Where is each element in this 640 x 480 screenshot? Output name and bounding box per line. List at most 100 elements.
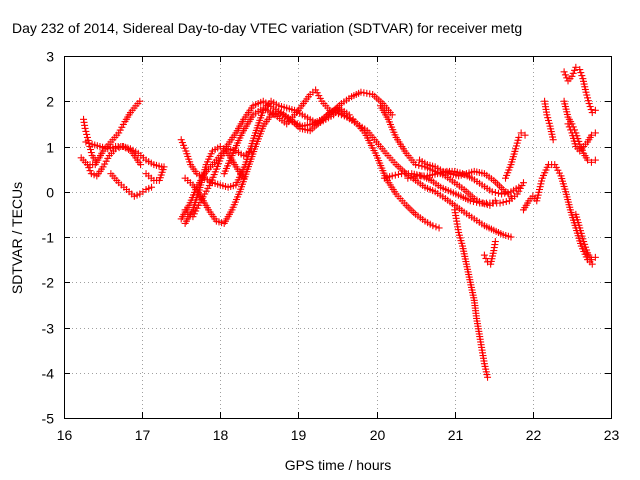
data-point-fill [410,173,418,181]
data-point [507,192,515,200]
data-point [515,183,523,191]
y-tick-label: -1 [42,230,55,246]
data-point [435,224,443,232]
y-tick-label: -4 [42,366,55,382]
data-point [576,66,584,74]
data-point-fill [391,171,399,179]
data-point [480,251,488,259]
data-point [496,199,504,207]
x-tick-label: 23 [604,427,620,443]
data-point-fill [491,189,499,197]
data-point [521,131,529,139]
y-tick-label: -3 [42,321,55,337]
data-point [412,161,420,169]
data-point-fill [578,146,586,154]
data-point-fill [329,107,337,115]
data-point-fill [563,74,571,82]
data-point [576,140,584,148]
data-point-fill [407,173,415,181]
data-point-fill [87,149,95,157]
data-point [491,238,499,246]
data-point [519,179,527,187]
data-point-fill [577,69,585,77]
data-point-fill [360,89,368,97]
data-point [515,133,523,141]
data-point-fill [561,71,569,79]
y-tick-label: -5 [42,411,55,427]
data-point-fill [415,161,423,169]
data-point-fill [86,167,94,175]
data-point-fill [494,189,502,197]
data-point [429,222,437,230]
data-point-fill [501,189,509,197]
plot-frame [64,56,612,419]
grid-lines [64,56,611,418]
y-tick-label: 1 [46,140,54,156]
data-point [137,161,145,169]
data-point-fill [586,103,594,111]
data-point-fill [569,123,577,131]
data-point-fill [577,143,585,151]
data-point [82,138,90,146]
data-point [585,100,593,108]
data-point-fill [85,164,93,172]
data-point [517,129,525,137]
data-point [248,147,256,155]
data-point [568,72,576,80]
y-tick-label: 3 [46,49,54,65]
data-point [83,133,91,141]
x-axis-label: GPS time / hours [285,457,392,473]
x-tick-label: 18 [213,427,229,443]
data-point-fill [495,182,503,190]
data-point [591,156,599,164]
data-point [488,188,496,196]
data-points [77,63,599,381]
chart-title: Day 232 of 2014, Sidereal Day-to-day VTE… [12,20,522,36]
x-tick-label: 16 [57,427,73,443]
data-point [466,197,474,205]
y-tick-label: -2 [42,275,55,291]
data-point-fill [406,205,414,213]
data-point-fill [492,178,500,186]
y-axis-label: SDTVAR / TECUs [9,182,25,294]
data-point [560,68,568,76]
data-point-fill [502,198,510,206]
data-point-fill [482,254,490,262]
data-point [588,260,596,268]
x-tick-label: 21 [448,427,464,443]
data-point [388,172,396,180]
y-tick-label: 0 [46,185,54,201]
x-tick-label: 17 [135,427,151,443]
data-point-fill [410,209,418,217]
data-point [549,136,557,144]
data-point [240,174,248,182]
data-point-fill [115,144,123,152]
data-point [136,97,144,105]
data-point-fill [499,198,507,206]
data-point [160,163,168,171]
data-point [587,158,595,166]
data-point [584,156,592,164]
data-point [112,145,120,153]
data-point [572,63,580,71]
data-point [591,106,599,114]
data-point [498,190,506,198]
data-point-fill [363,89,371,97]
data-point [148,183,156,191]
data-point [587,256,595,264]
data-point-fill [394,170,402,178]
data-point [587,131,595,139]
y-tick-label: 2 [46,94,54,110]
data-point-fill [571,126,579,134]
data-point-fill [85,139,93,147]
data-point-fill [578,72,586,80]
data-point [326,106,334,114]
data-point-fill [404,203,412,211]
data-point [357,88,365,96]
data-point [507,233,515,241]
x-tick-label: 22 [526,427,542,443]
data-point-fill [432,223,440,231]
data-point-fill [87,146,95,154]
